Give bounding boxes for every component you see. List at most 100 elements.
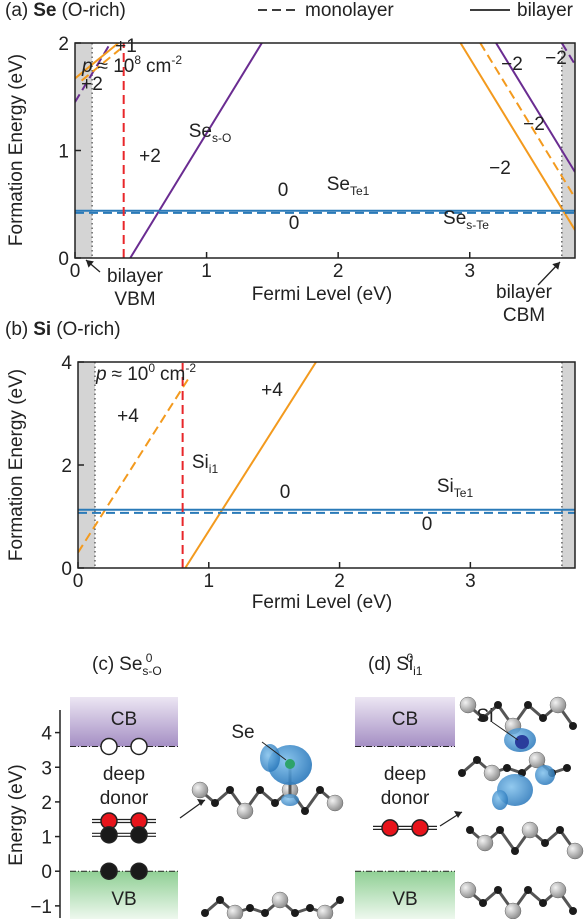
atom-small bbox=[479, 899, 487, 907]
rich-text: +2 bbox=[81, 74, 103, 95]
atom-small bbox=[494, 886, 502, 894]
atom-small bbox=[511, 847, 519, 855]
atom-small bbox=[291, 909, 299, 917]
atom-small bbox=[524, 701, 532, 709]
text-part: −2 bbox=[545, 48, 567, 69]
atom-large bbox=[477, 835, 493, 851]
rich-text: +4 bbox=[261, 380, 283, 401]
atom-large bbox=[237, 803, 253, 819]
text-part: (b) bbox=[5, 319, 28, 340]
charge-density bbox=[492, 790, 508, 810]
x-tick-label: 1 bbox=[204, 571, 215, 592]
y-tick-label: 4 bbox=[41, 724, 52, 745]
electron bbox=[412, 820, 428, 836]
cbm-shade bbox=[562, 362, 575, 568]
edge-label: bilayer bbox=[496, 282, 553, 303]
electron bbox=[101, 738, 117, 754]
text-part: Si bbox=[192, 452, 209, 473]
superscript: -2 bbox=[185, 361, 196, 375]
atom-label: Se bbox=[231, 722, 254, 743]
atom-large bbox=[317, 905, 333, 919]
atom-small bbox=[271, 799, 279, 807]
x-tick-label: 2 bbox=[333, 261, 344, 282]
atom-small bbox=[216, 896, 224, 904]
superscript: -2 bbox=[171, 53, 182, 67]
atom-large bbox=[227, 905, 243, 919]
vb-label: VB bbox=[111, 889, 136, 910]
y-tick-label: 3 bbox=[41, 758, 52, 779]
rich-text: 0 bbox=[278, 180, 289, 201]
atom-large bbox=[567, 843, 583, 859]
superscript: 0 bbox=[406, 651, 413, 665]
rich-text: Ses-O bbox=[189, 121, 232, 145]
text-part: cm bbox=[146, 56, 171, 77]
rich-text: SiTe1 bbox=[437, 476, 474, 500]
rich-text: 0 bbox=[289, 213, 300, 234]
edge-label: CBM bbox=[503, 305, 545, 326]
y-tick-label: 2 bbox=[61, 456, 72, 477]
text-part: p bbox=[81, 56, 93, 77]
rich-text: Sii1 bbox=[192, 452, 219, 476]
text-part: ≈ 10 bbox=[112, 364, 149, 385]
text-part: +4 bbox=[117, 406, 139, 427]
text-part: (c) bbox=[92, 654, 114, 675]
subscript: s-O bbox=[212, 131, 231, 145]
text-part: cm bbox=[160, 364, 185, 385]
rich-text: (a)Se(O-rich) bbox=[5, 0, 126, 21]
rich-text: SeTe1 bbox=[327, 174, 370, 198]
rich-text: −2 bbox=[501, 54, 523, 75]
atom-small bbox=[563, 764, 571, 772]
atom-large bbox=[550, 697, 566, 713]
y-axis-label: Energy (eV) bbox=[6, 764, 27, 865]
y-tick-label: 1 bbox=[58, 142, 69, 163]
atom-si bbox=[515, 735, 529, 749]
atom-large bbox=[505, 903, 521, 919]
y-tick-label: 0 bbox=[61, 559, 72, 580]
superscript: 0 bbox=[148, 361, 155, 375]
defect-label: deep bbox=[384, 764, 426, 785]
text-part: −2 bbox=[523, 114, 545, 135]
atom-large bbox=[327, 795, 343, 811]
atom-large bbox=[192, 782, 208, 798]
y-tick-label: 4 bbox=[61, 353, 72, 374]
atom-small bbox=[524, 886, 532, 894]
text-part: Si bbox=[33, 319, 51, 340]
text-part: −2 bbox=[489, 158, 511, 179]
atom-small bbox=[569, 907, 577, 915]
atom-small bbox=[261, 909, 269, 917]
atom-small bbox=[246, 904, 254, 912]
text-part: 0 bbox=[422, 514, 433, 535]
atom-small bbox=[569, 722, 577, 730]
x-axis-label: Fermi Level (eV) bbox=[252, 592, 392, 613]
plot-frame bbox=[78, 362, 575, 568]
y-tick-label: 2 bbox=[41, 793, 52, 814]
y-tick-label: 2 bbox=[58, 34, 69, 55]
defect-label: deep bbox=[103, 764, 145, 785]
electron bbox=[101, 863, 117, 879]
x-tick-label: 2 bbox=[334, 571, 345, 592]
rich-text: p≈ 100cm-2 bbox=[95, 361, 196, 385]
y-axis-label: Formation Energy (eV) bbox=[6, 369, 27, 561]
text-part: Se bbox=[189, 121, 212, 142]
electron bbox=[131, 863, 147, 879]
atom-small bbox=[541, 839, 549, 847]
edge-label: bilayer bbox=[107, 266, 164, 287]
rich-text: (d)Sii10 bbox=[368, 651, 423, 678]
atom-small bbox=[211, 799, 219, 807]
text-part: (a) bbox=[5, 0, 28, 21]
subscript: Te1 bbox=[454, 486, 474, 500]
subscript: i1 bbox=[209, 462, 219, 476]
charge-density bbox=[281, 794, 299, 806]
defect-label: donor bbox=[100, 788, 149, 809]
text-part: +2 bbox=[139, 146, 161, 167]
defect-label: donor bbox=[381, 788, 430, 809]
atom-small bbox=[503, 764, 511, 772]
electron bbox=[131, 738, 147, 754]
atom-small bbox=[301, 807, 309, 815]
rich-text: +4 bbox=[117, 406, 139, 427]
rich-text: 0 bbox=[422, 514, 433, 535]
text-part: 0 bbox=[280, 482, 291, 503]
electron bbox=[131, 827, 147, 843]
rich-text: −2 bbox=[545, 48, 567, 69]
cb-label: CB bbox=[111, 709, 137, 730]
